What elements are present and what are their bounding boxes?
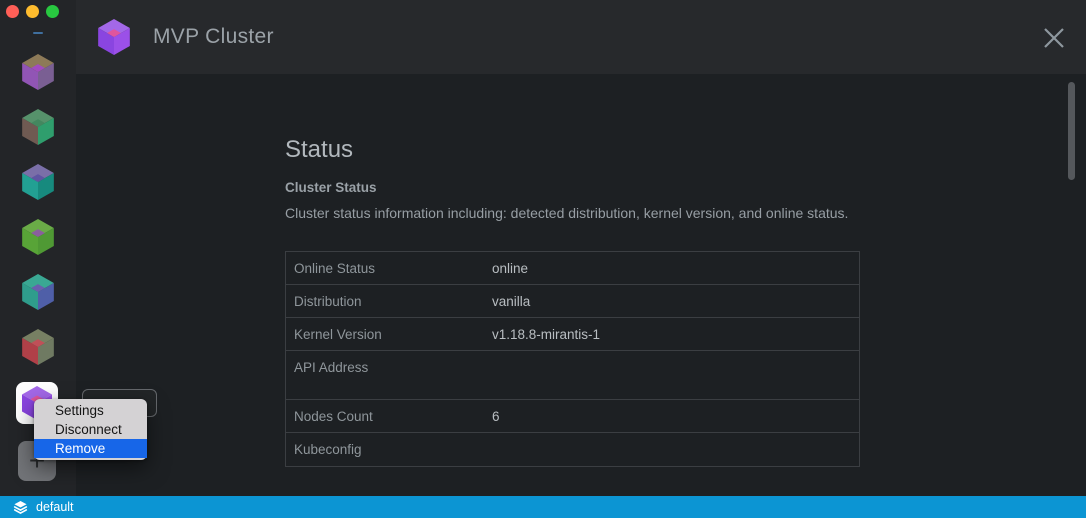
cluster-context-menu: Settings Disconnect Remove	[34, 399, 147, 460]
table-row-distribution: Distribution vanilla	[286, 285, 859, 318]
status-bar: default	[0, 496, 1086, 518]
sidebar-cluster-5-icon[interactable]	[19, 273, 57, 311]
row-value: 6	[492, 408, 500, 424]
row-value: v1.18.8-mirantis-1	[492, 326, 601, 342]
table-row-online-status: Online Status online	[286, 252, 859, 285]
table-row-kubeconfig: Kubeconfig	[286, 433, 859, 466]
section-description: Cluster status information including: de…	[285, 205, 849, 221]
menu-item-settings[interactable]: Settings	[55, 403, 104, 418]
row-value: vanilla	[492, 293, 531, 309]
cluster-status-table: Online Status online Distribution vanill…	[285, 251, 860, 467]
cluster-cube-icon	[95, 18, 133, 56]
active-context-label: default	[36, 500, 74, 514]
sidebar-cluster-6-icon[interactable]	[19, 328, 57, 366]
row-label: Kernel Version	[294, 326, 382, 342]
menu-item-disconnect[interactable]: Disconnect	[55, 422, 122, 437]
close-icon	[1044, 28, 1064, 48]
close-dialog-button[interactable]	[1042, 26, 1066, 50]
cluster-settings-header: MVP Cluster	[76, 0, 1086, 74]
sidebar-cluster-3-icon[interactable]	[19, 163, 57, 201]
row-label: Distribution	[294, 293, 362, 309]
table-row-api-address: API Address	[286, 351, 859, 400]
cluster-status-page: Status Cluster Status Cluster status inf…	[76, 74, 1086, 496]
namespace-layers-icon	[13, 500, 28, 515]
sidebar-cluster-1-icon[interactable]	[19, 53, 57, 91]
table-row-kernel-version: Kernel Version v1.18.8-mirantis-1	[286, 318, 859, 351]
page-title: Status	[285, 136, 354, 163]
row-label: API Address	[294, 360, 369, 375]
zoom-window-button[interactable]	[46, 5, 59, 18]
section-title: Cluster Status	[285, 180, 377, 195]
row-value: online	[492, 260, 529, 276]
menu-item-remove[interactable]: Remove	[34, 439, 147, 458]
cluster-sidebar: +	[0, 0, 76, 496]
sidebar-cluster-2-icon[interactable]	[19, 108, 57, 146]
row-label: Online Status	[294, 260, 376, 276]
row-label: Kubeconfig	[294, 442, 362, 457]
sidebar-cluster-4-icon[interactable]	[19, 218, 57, 256]
cluster-title: MVP Cluster	[153, 25, 274, 48]
scrollbar-thumb[interactable]	[1068, 82, 1075, 180]
close-window-button[interactable]	[6, 5, 19, 18]
row-label: Nodes Count	[294, 408, 373, 424]
sidebar-scroll-indicator	[33, 32, 43, 34]
minimize-window-button[interactable]	[26, 5, 39, 18]
table-row-nodes-count: Nodes Count 6	[286, 400, 859, 433]
titlebar-traffic-lights	[6, 5, 59, 18]
